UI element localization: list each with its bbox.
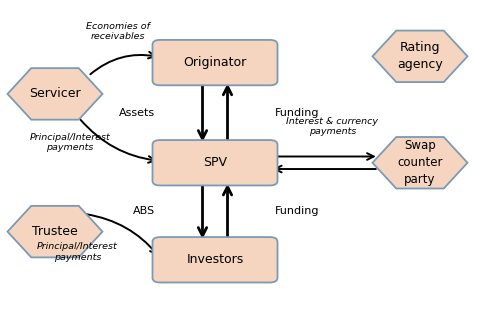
Text: ABS: ABS — [133, 206, 155, 216]
Text: Principal/Interest
payments: Principal/Interest payments — [37, 242, 118, 262]
FancyBboxPatch shape — [152, 140, 278, 185]
FancyArrowPatch shape — [90, 52, 155, 74]
Text: Swap
counter
party: Swap counter party — [397, 139, 443, 186]
FancyArrowPatch shape — [198, 83, 206, 139]
Text: Principal/Interest
payments: Principal/Interest payments — [30, 133, 110, 152]
Text: Interest & currency
payments: Interest & currency payments — [286, 117, 378, 136]
Text: Assets: Assets — [119, 108, 155, 118]
Text: Economies of
receivables: Economies of receivables — [86, 22, 150, 41]
FancyArrowPatch shape — [86, 214, 157, 254]
Text: Servicer: Servicer — [29, 87, 81, 100]
FancyArrowPatch shape — [80, 120, 155, 163]
FancyArrowPatch shape — [198, 183, 206, 236]
FancyArrowPatch shape — [273, 153, 374, 160]
FancyArrowPatch shape — [224, 86, 232, 142]
FancyBboxPatch shape — [152, 237, 278, 282]
FancyArrowPatch shape — [224, 187, 232, 239]
Text: Rating
agency: Rating agency — [397, 41, 443, 71]
FancyBboxPatch shape — [152, 40, 278, 85]
Text: Investors: Investors — [186, 253, 244, 266]
Text: Trustee: Trustee — [32, 225, 78, 238]
FancyArrowPatch shape — [275, 166, 376, 172]
Text: SPV: SPV — [203, 156, 227, 169]
Text: Funding: Funding — [275, 206, 320, 216]
Text: Originator: Originator — [184, 56, 246, 69]
Text: Funding: Funding — [275, 108, 320, 118]
